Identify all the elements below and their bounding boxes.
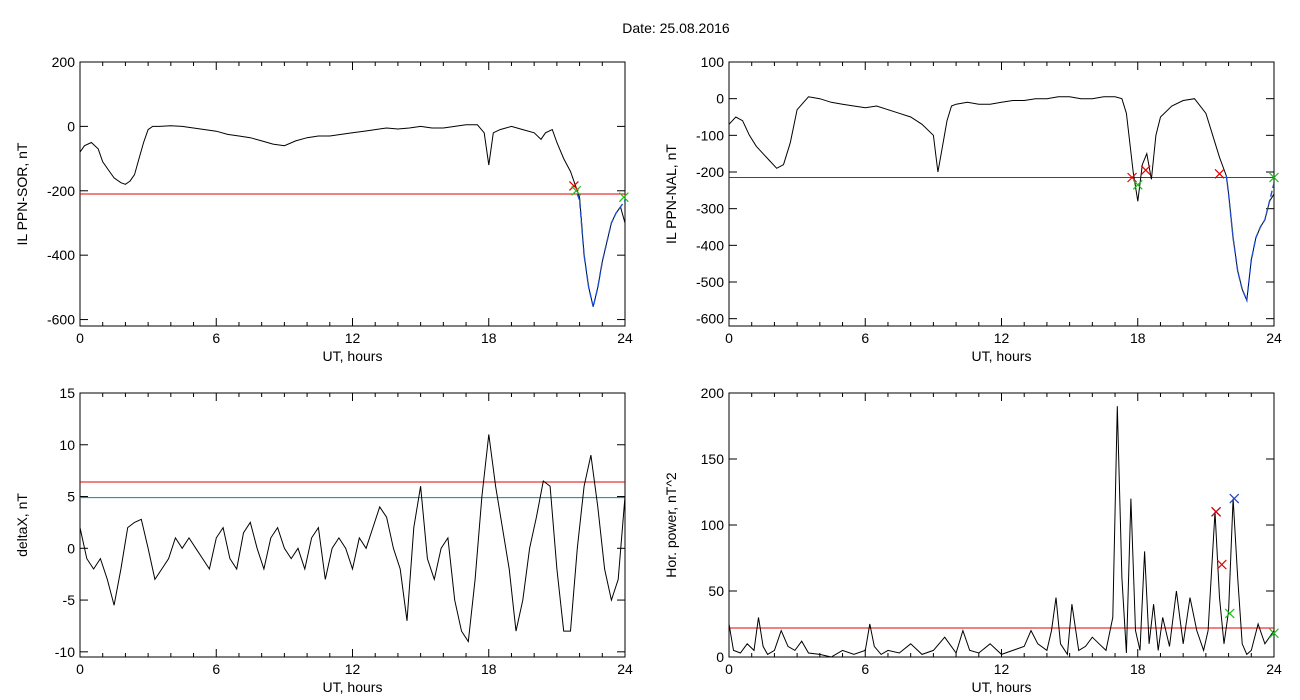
x-tick-label: 6: [212, 661, 220, 677]
x-axis-label: UT, hours: [972, 348, 1032, 364]
x-axis-label: UT, hours: [972, 679, 1032, 695]
x-axis-label: UT, hours: [323, 679, 383, 695]
x-tick-label: 6: [212, 330, 220, 346]
y-axis-label: IL PPN-SOR, nT: [14, 142, 30, 245]
y-tick-label: -200: [47, 183, 75, 199]
x-tick-label: 24: [1266, 330, 1282, 346]
x-tick-label: 6: [861, 330, 869, 346]
y-tick-label: 200: [52, 54, 76, 70]
x-marker: [1224, 608, 1235, 619]
x-tick-label: 6: [861, 661, 869, 677]
x-tick-label: 18: [1130, 330, 1146, 346]
x-tick-label: 0: [76, 661, 84, 677]
series-line: [729, 96, 1274, 303]
x-marker: [1211, 506, 1222, 517]
y-tick-label: 0: [67, 118, 75, 134]
y-tick-label: 50: [708, 583, 724, 599]
y-tick-label: -400: [696, 237, 724, 253]
x-tick-label: 24: [1266, 661, 1282, 677]
x-tick-label: 12: [994, 330, 1010, 346]
y-tick-label: 0: [716, 91, 724, 107]
y-tick-label: -10: [55, 644, 75, 660]
x-tick-label: 12: [345, 330, 361, 346]
panel4-chart: 0 6 12 18 24 0 50 100 150 200 UT, hours Hor. power,…: [663, 385, 1282, 695]
x-tick-label: 18: [481, 330, 497, 346]
x-marker: [1140, 165, 1151, 176]
y-tick-label: 200: [701, 385, 725, 401]
x-tick-label: 0: [76, 330, 84, 346]
panel1-chart: 0 6 12 18 24 -600 -400 -200 0 200 UT, hours IL PPN-…: [14, 54, 633, 364]
y-tick-label: 5: [67, 489, 75, 505]
y-tick-label: 0: [716, 649, 724, 665]
y-tick-label: -5: [63, 592, 76, 608]
x-marker: [568, 181, 579, 191]
x-tick-label: 24: [617, 661, 633, 677]
x-axis-label: UT, hours: [323, 348, 383, 364]
x-marker: [1229, 493, 1240, 504]
x-tick-label: 0: [725, 330, 733, 346]
x-marker: [1216, 559, 1227, 570]
x-tick-label: 12: [345, 661, 361, 677]
figure-title: Date: 25.08.2016: [622, 20, 730, 36]
x-tick-label: 18: [1130, 661, 1146, 677]
y-tick-label: -200: [696, 164, 724, 180]
x-marker: [618, 192, 629, 203]
x-marker: [1269, 628, 1279, 639]
plot-frame: [728, 392, 1275, 658]
y-tick-label: -500: [696, 274, 724, 290]
panel3-chart: 0 6 12 18 24 -10 -5 0 5 10 15 UT, hours deltaX, nT: [14, 385, 633, 695]
y-tick-label: 15: [59, 385, 75, 401]
x-tick-label: 0: [725, 661, 733, 677]
x-tick-label: 24: [617, 330, 633, 346]
plot-frame: [728, 61, 1275, 327]
y-tick-label: -600: [47, 312, 75, 328]
plot-frame: [79, 392, 626, 658]
x-tick-label: 18: [481, 661, 497, 677]
highlight-segment: [1225, 175, 1274, 304]
series-line: [729, 406, 1274, 657]
panels: 0 6 12 18 24 -600 -400 -200 0 200 UT, hours IL PPN-…: [14, 54, 1282, 695]
y-tick-label: 100: [701, 517, 725, 533]
y-tick-label: -300: [696, 201, 724, 217]
series-line: [80, 434, 625, 643]
y-axis-label: deltaX, nT: [14, 493, 30, 557]
y-tick-label: 100: [701, 54, 725, 70]
x-marker: [1269, 172, 1279, 183]
x-marker: [1127, 172, 1137, 183]
y-axis-label: Hor. power, nT^2: [663, 472, 679, 578]
y-tick-label: 150: [701, 451, 725, 467]
y-tick-label: -600: [696, 311, 724, 327]
y-tick-label: -400: [47, 247, 75, 263]
x-marker: [1214, 168, 1225, 179]
x-marker: [1132, 179, 1143, 190]
x-tick-label: 12: [994, 661, 1010, 677]
series-line: [80, 124, 625, 307]
y-tick-label: -100: [696, 127, 724, 143]
x-marker: [571, 185, 582, 196]
highlight-segment: [576, 193, 625, 307]
panel2-chart: 0 6 12 18 24 -600 -500 -400 -300 -200 -100 0 100 UT, …: [663, 54, 1282, 364]
y-tick-label: 0: [67, 540, 75, 556]
y-tick-label: 10: [59, 437, 75, 453]
y-axis-label: IL PPN-NAL, nT: [663, 144, 679, 244]
